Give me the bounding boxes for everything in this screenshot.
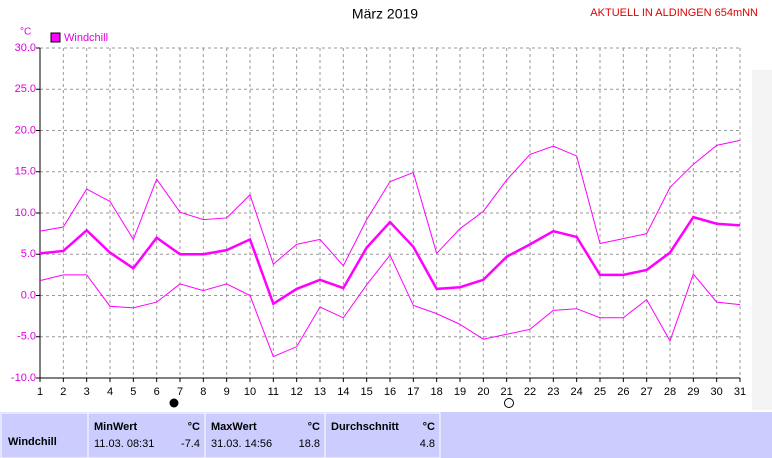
x-tick-label: 22 [524, 386, 536, 398]
x-tick-label: 14 [337, 386, 349, 398]
y-tick-label: 20.0 [15, 124, 36, 136]
y-tick-label: 25.0 [15, 83, 36, 95]
x-tick-label: 28 [664, 386, 676, 398]
stats-table: Windchill MinWert °C 11.03. 08:31 -7.4 MaxWer… [0, 412, 772, 458]
y-axis-label: °C [20, 27, 31, 38]
column-header: MaxWert [211, 421, 257, 433]
new-moon-icon [504, 398, 514, 408]
legend-swatch [50, 32, 61, 43]
y-tick-label: 30.0 [15, 42, 36, 54]
x-tick-label: 9 [224, 386, 230, 398]
side-panel [752, 70, 772, 410]
x-tick-label: 11 [268, 386, 279, 398]
y-tick-label: 0.0 [21, 289, 36, 301]
x-tick-label: 23 [547, 386, 559, 398]
x-tick-label: 19 [454, 386, 466, 398]
x-tick-label: 10 [244, 386, 256, 398]
x-tick-label: 25 [594, 386, 606, 398]
x-tick-label: 7 [177, 386, 183, 398]
x-tick-label: 6 [154, 386, 160, 398]
row-label: Windchill [8, 436, 57, 448]
x-tick-label: 12 [291, 386, 303, 398]
x-tick-label: 29 [687, 386, 699, 398]
cell-value: 4.8 [420, 438, 435, 450]
legend-label: Windchill [64, 32, 108, 44]
x-tick-label: 16 [384, 386, 396, 398]
y-tick-label: 10.0 [15, 207, 36, 219]
x-tick-label: 30 [711, 386, 723, 398]
column-unit: °C [188, 421, 200, 433]
column-unit: °C [423, 421, 435, 433]
x-tick-label: 17 [407, 386, 419, 398]
y-tick-label: 15.0 [15, 166, 36, 178]
x-tick-label: 5 [130, 386, 136, 398]
cell-time: 31.03. 14:56 [211, 438, 272, 450]
column-header: Durchschnitt [331, 421, 399, 433]
table-cell [204, 412, 326, 458]
x-tick-label: 3 [84, 386, 90, 398]
x-tick-label: 13 [314, 386, 326, 398]
x-tick-label: 8 [200, 386, 206, 398]
y-tick-label: 5.0 [21, 248, 36, 260]
column-header: MinWert [94, 421, 138, 433]
x-tick-label: 1 [37, 386, 43, 398]
x-tick-label: 21 [501, 386, 513, 398]
x-tick-label: 15 [361, 386, 373, 398]
cell-time: 11.03. 08:31 [94, 438, 154, 450]
column-unit: °C [308, 421, 320, 433]
x-tick-label: 20 [477, 386, 489, 398]
x-tick-label: 2 [60, 386, 66, 398]
series-line [39, 254, 741, 358]
y-tick-label: -5.0 [17, 331, 36, 343]
table-cell [87, 412, 206, 458]
x-tick-label: 24 [571, 386, 583, 398]
table-cell [324, 412, 441, 458]
cell-value: -7.4 [181, 438, 200, 450]
row-label-cell [0, 412, 89, 458]
chart-title: März 2019 [352, 6, 418, 22]
x-tick-label: 31 [734, 386, 746, 398]
series-line [39, 215, 741, 306]
x-tick-label: 4 [107, 386, 113, 398]
chart-subtitle: AKTUELL IN ALDINGEN 654mNN [590, 7, 758, 19]
x-tick-label: 18 [431, 386, 443, 398]
cell-value: 18.8 [299, 438, 320, 450]
series-line [39, 139, 741, 267]
full-moon-icon [169, 398, 179, 408]
x-tick-label: 26 [617, 386, 629, 398]
y-tick-label: -10.0 [11, 372, 36, 384]
x-tick-label: 27 [641, 386, 653, 398]
